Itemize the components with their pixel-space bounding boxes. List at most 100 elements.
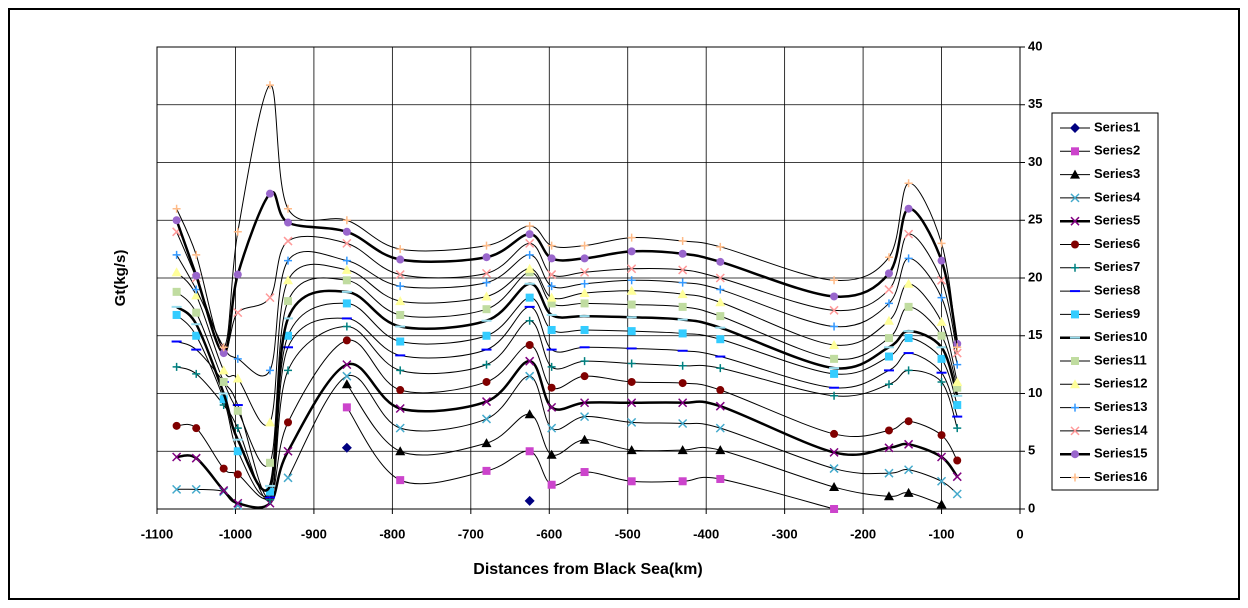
legend-label: Series5 — [1094, 213, 1140, 228]
data-point — [678, 379, 687, 388]
data-point — [547, 299, 556, 308]
data-point — [395, 403, 405, 414]
data-point — [884, 253, 893, 262]
data-point — [283, 473, 293, 483]
data-point — [937, 354, 946, 363]
data-point — [172, 310, 181, 319]
legend-marker — [1071, 240, 1079, 249]
data-point — [525, 371, 535, 381]
data-point — [626, 445, 637, 455]
legend-label: Series4 — [1094, 189, 1141, 204]
data-point — [547, 282, 556, 291]
data-point — [396, 282, 405, 291]
data-point — [937, 256, 946, 265]
data-point — [233, 498, 243, 508]
data-point — [627, 276, 636, 285]
data-point — [830, 391, 839, 400]
series-line — [346, 407, 835, 510]
data-point — [342, 336, 351, 345]
data-point — [716, 364, 725, 373]
data-point — [937, 293, 946, 302]
data-point — [342, 227, 351, 236]
legend-marker — [1071, 403, 1079, 412]
data-point — [192, 271, 201, 280]
data-point — [580, 412, 590, 422]
data-point — [715, 423, 725, 433]
data-point — [678, 477, 687, 486]
data-point — [342, 403, 351, 412]
data-point — [904, 254, 913, 263]
data-point — [884, 352, 893, 361]
legend-marker — [1070, 426, 1080, 436]
legend-label: Series11 — [1094, 352, 1147, 367]
data-point — [547, 270, 557, 280]
legend-label: Series13 — [1094, 399, 1148, 414]
data-point — [547, 423, 557, 433]
legend-label: Series6 — [1094, 236, 1140, 251]
legend-label: Series10 — [1094, 329, 1148, 344]
x-tick-label: -100 — [929, 526, 955, 541]
data-point — [678, 278, 687, 287]
data-point — [953, 343, 962, 352]
legend-marker — [1070, 123, 1080, 133]
data-point — [678, 302, 687, 311]
y-tick-label: 10 — [1028, 385, 1042, 400]
data-point — [547, 362, 556, 371]
data-point — [396, 476, 405, 485]
data-point — [524, 409, 535, 419]
data-point — [395, 423, 405, 433]
data-point — [265, 81, 274, 90]
data-point — [884, 334, 893, 343]
data-point — [678, 398, 688, 408]
data-point — [342, 371, 352, 381]
data-point — [627, 477, 636, 486]
data-point — [284, 418, 293, 427]
data-point — [232, 373, 243, 383]
data-point — [830, 505, 839, 513]
data-point — [580, 325, 589, 334]
data-point — [341, 442, 352, 453]
data-point — [233, 354, 242, 363]
data-point — [396, 310, 405, 319]
data-point — [525, 316, 534, 325]
data-point — [627, 264, 637, 274]
data-point — [219, 485, 229, 496]
y-tick-label: 40 — [1028, 38, 1042, 53]
data-point — [884, 468, 894, 478]
data-point — [396, 337, 405, 346]
data-point — [233, 447, 242, 456]
data-point — [525, 356, 535, 366]
data-point — [342, 256, 351, 265]
data-point — [547, 254, 556, 263]
data-point — [678, 418, 688, 429]
data-point — [525, 238, 535, 248]
data-point — [192, 331, 201, 340]
data-point — [580, 398, 590, 408]
legend-label: Series14 — [1094, 422, 1148, 437]
data-point — [579, 434, 590, 444]
data-point — [716, 474, 725, 483]
data-point — [904, 179, 913, 188]
data-point — [525, 250, 534, 259]
data-point — [342, 276, 351, 285]
data-point — [937, 431, 946, 440]
data-point — [219, 395, 228, 404]
data-point — [579, 288, 590, 298]
data-point — [481, 397, 492, 407]
data-point — [342, 216, 351, 225]
data-point — [547, 241, 556, 250]
data-point — [482, 331, 491, 340]
legend-marker — [1071, 473, 1079, 482]
data-point — [525, 447, 534, 456]
data-point — [627, 327, 636, 336]
data-point — [904, 465, 914, 475]
data-point — [936, 316, 947, 326]
data-point — [395, 446, 406, 456]
x-tick-label: -800 — [379, 526, 405, 541]
data-point — [937, 377, 946, 386]
legend-marker — [1071, 310, 1079, 319]
data-point — [580, 279, 589, 288]
data-point — [715, 445, 726, 455]
data-point — [952, 472, 962, 482]
